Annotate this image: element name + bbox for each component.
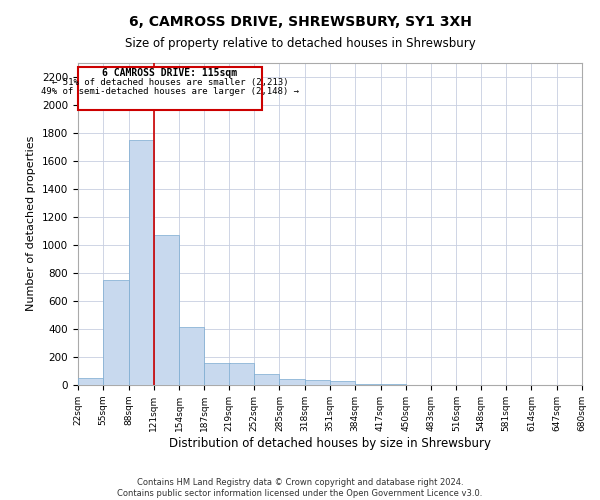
Bar <box>305 380 330 385</box>
FancyBboxPatch shape <box>78 66 262 110</box>
Text: Size of property relative to detached houses in Shrewsbury: Size of property relative to detached ho… <box>125 38 475 51</box>
Bar <box>154 235 179 385</box>
Bar <box>179 327 205 385</box>
Bar <box>254 374 280 385</box>
Bar <box>229 364 254 385</box>
Text: 6, CAMROSS DRIVE, SHREWSBURY, SY1 3XH: 6, CAMROSS DRIVE, SHREWSBURY, SY1 3XH <box>128 15 472 29</box>
X-axis label: Distribution of detached houses by size in Shrewsbury: Distribution of detached houses by size … <box>169 436 491 450</box>
Text: 49% of semi-detached houses are larger (2,148) →: 49% of semi-detached houses are larger (… <box>41 87 299 96</box>
Text: ← 51% of detached houses are smaller (2,213): ← 51% of detached houses are smaller (2,… <box>52 78 288 86</box>
Text: Contains HM Land Registry data © Crown copyright and database right 2024.
Contai: Contains HM Land Registry data © Crown c… <box>118 478 482 498</box>
Bar <box>103 280 128 385</box>
Bar <box>380 384 406 385</box>
Y-axis label: Number of detached properties: Number of detached properties <box>26 136 37 312</box>
Bar <box>355 384 380 385</box>
Bar <box>280 378 305 385</box>
Bar <box>330 382 355 385</box>
Bar <box>78 378 103 385</box>
Text: 6 CAMROSS DRIVE: 115sqm: 6 CAMROSS DRIVE: 115sqm <box>103 68 238 78</box>
Bar <box>205 364 230 385</box>
Bar <box>128 140 154 385</box>
